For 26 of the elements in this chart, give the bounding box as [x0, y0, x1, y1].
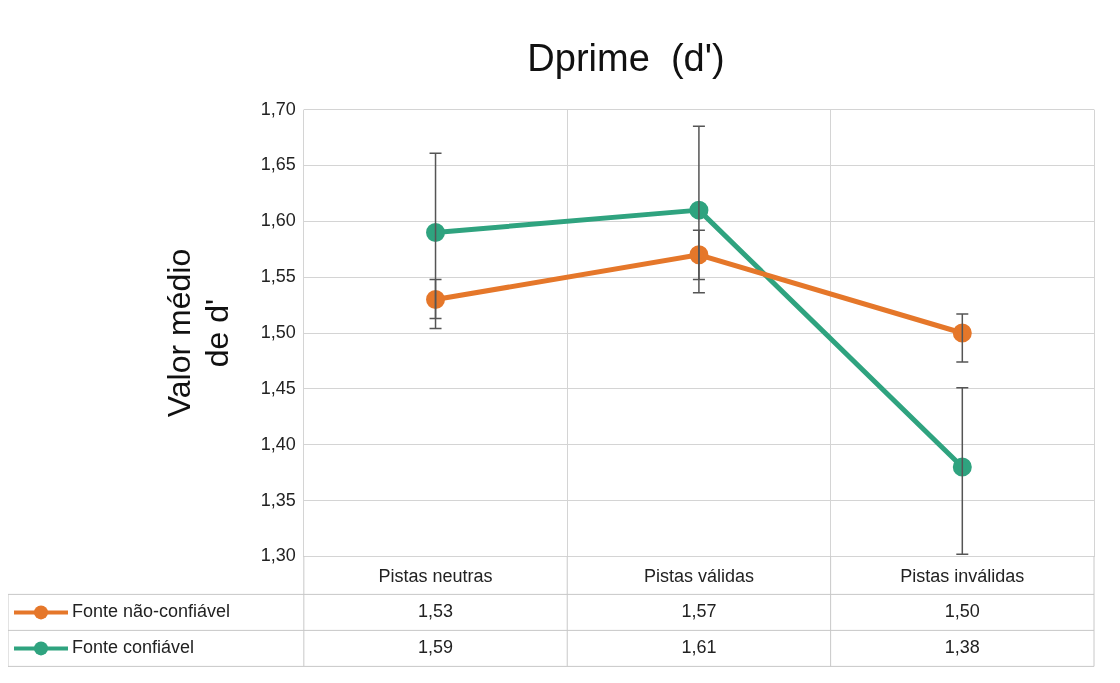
legend-label: Fonte não-confiável [72, 601, 231, 622]
point [952, 457, 972, 477]
legend-label: Fonte confiável [72, 637, 195, 658]
y-tick-label: 1,55 [260, 266, 296, 287]
x-tick-label: Pistas válidas [643, 566, 754, 587]
data-label: 1,61 [681, 637, 717, 658]
data-label: 1,57 [681, 601, 717, 622]
point [426, 289, 446, 309]
y-tick-label: 1,35 [260, 489, 296, 510]
data-label: 1,38 [944, 637, 980, 658]
y-tick-label: 1,30 [260, 545, 296, 566]
y-tick-label: 1,45 [260, 377, 296, 398]
x-tick-label: Pistas neutras [378, 566, 493, 587]
chart-title: Dprime (d') [527, 37, 725, 80]
data-label: 1,59 [418, 637, 454, 658]
point [952, 323, 972, 343]
y-tick-label: 1,50 [260, 321, 296, 342]
y-tick-label: 1,40 [260, 433, 296, 454]
point [426, 222, 446, 242]
x-tick-label: Pistas inválidas [900, 566, 1025, 587]
y-tick-label: 1,65 [260, 154, 296, 175]
y-axis-title: Valor médio de d' [161, 248, 236, 418]
data-label: 1,50 [944, 601, 980, 622]
y-tick-label: 1,70 [260, 98, 296, 119]
y-tick-label: 1,60 [260, 210, 296, 231]
data-label: 1,53 [418, 601, 454, 622]
